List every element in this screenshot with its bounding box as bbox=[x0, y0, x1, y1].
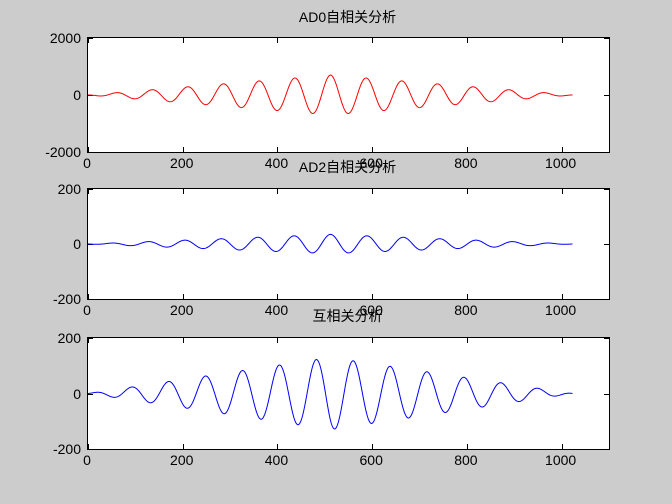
x-tick-label-crosscorr: 200 bbox=[170, 452, 194, 468]
x-tick-label-ad2-autocorr: 0 bbox=[83, 302, 91, 318]
signal-trace-ad2-autocorr bbox=[88, 233, 573, 254]
x-tick-label-ad2-autocorr: 600 bbox=[359, 302, 383, 318]
y-tick-label-crosscorr: 200 bbox=[57, 330, 81, 346]
subplot-ad0-autocorr-plot-area bbox=[87, 37, 610, 153]
x-tick-label-ad0-autocorr: 600 bbox=[359, 155, 383, 171]
subplot-ad2-autocorr-plot-area bbox=[87, 188, 610, 300]
x-tick-label-crosscorr: 0 bbox=[83, 452, 91, 468]
y-tick-label-ad0-autocorr: 0 bbox=[73, 87, 81, 103]
x-tick-label-crosscorr: 600 bbox=[359, 452, 383, 468]
x-tick-label-ad2-autocorr: 800 bbox=[454, 302, 478, 318]
y-tick-label-ad2-autocorr: 200 bbox=[57, 181, 81, 197]
subplot-crosscorr-plot-area bbox=[87, 337, 610, 450]
y-tick-label-ad0-autocorr: -2000 bbox=[45, 144, 81, 160]
y-tick-label-crosscorr: 0 bbox=[73, 385, 81, 402]
signal-trace-ad0-autocorr bbox=[88, 74, 573, 114]
signal-trace-crosscorr bbox=[88, 359, 573, 430]
y-tick-label-ad2-autocorr: 0 bbox=[73, 236, 81, 252]
x-tick-label-crosscorr: 400 bbox=[264, 452, 289, 468]
plot-canvas-ad0-autocorr bbox=[88, 38, 609, 152]
x-tick-label-ad2-autocorr: 400 bbox=[264, 302, 289, 318]
subplot-ad2-autocorr-title: AD2自相关分析 bbox=[298, 159, 397, 175]
subplot-crosscorr-title: 互相关分析 bbox=[312, 308, 383, 324]
x-tick-label-ad0-autocorr: 200 bbox=[170, 155, 194, 171]
x-tick-label-ad2-autocorr: 1000 bbox=[545, 302, 577, 318]
y-tick-label-ad0-autocorr: 2000 bbox=[49, 30, 81, 46]
x-tick-label-ad0-autocorr: 1000 bbox=[545, 155, 577, 171]
tick-marks bbox=[88, 189, 609, 299]
tick-marks bbox=[88, 38, 609, 152]
subplot-ad0-autocorr-title: AD0自相关分析 bbox=[298, 9, 397, 25]
x-tick-label-ad0-autocorr: 0 bbox=[83, 155, 91, 171]
x-tick-label-ad0-autocorr: 800 bbox=[454, 155, 478, 171]
y-tick-label-ad2-autocorr: -200 bbox=[52, 291, 81, 307]
plot-canvas-ad2-autocorr bbox=[88, 189, 609, 299]
x-tick-label-ad0-autocorr: 400 bbox=[264, 155, 289, 171]
x-tick-label-crosscorr: 1000 bbox=[545, 452, 577, 468]
y-tick-label-crosscorr: -200 bbox=[52, 441, 81, 457]
tick-marks bbox=[88, 338, 609, 449]
x-tick-label-crosscorr: 800 bbox=[454, 452, 478, 468]
x-tick-label-ad2-autocorr: 200 bbox=[170, 302, 194, 318]
plot-canvas-crosscorr bbox=[88, 338, 609, 449]
